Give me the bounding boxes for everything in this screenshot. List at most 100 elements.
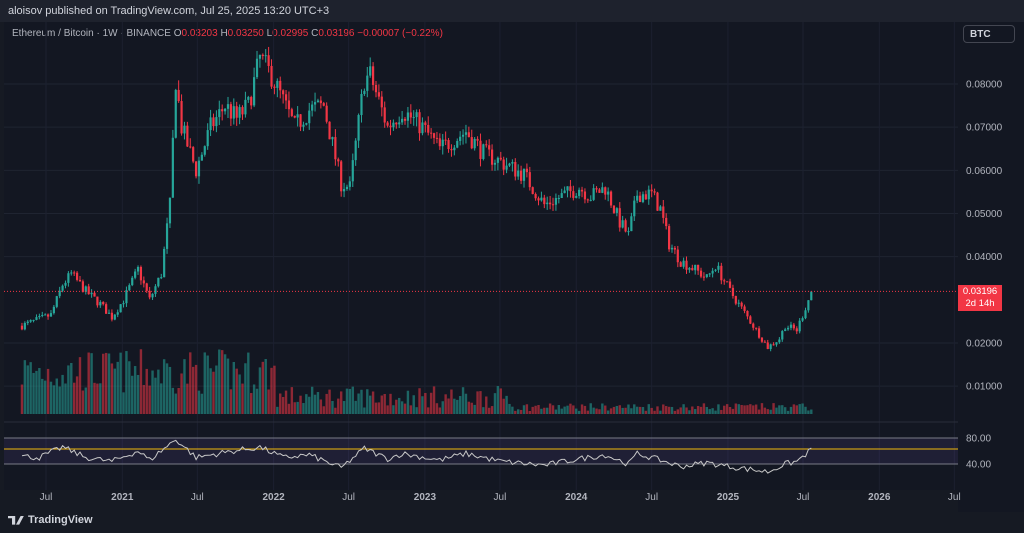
candle-body xyxy=(699,270,703,277)
candle-body xyxy=(749,316,752,324)
candle-body xyxy=(673,247,676,250)
candle-body xyxy=(757,328,761,338)
volume-bar xyxy=(514,410,517,414)
volume-bar xyxy=(641,407,645,414)
volume-bar xyxy=(258,367,262,414)
candle-body xyxy=(766,342,769,349)
candle-body xyxy=(566,186,569,191)
volume-bar xyxy=(548,403,552,414)
volume-bar xyxy=(116,361,119,414)
volume-bar xyxy=(783,407,787,414)
volume-bar xyxy=(664,406,668,414)
volume-bar xyxy=(64,383,67,414)
candle-body xyxy=(154,286,157,294)
candle-body xyxy=(194,161,198,177)
volume-bar xyxy=(606,410,610,414)
volume-bar xyxy=(142,385,146,414)
candle-body xyxy=(276,80,279,88)
candle-body xyxy=(778,339,781,343)
candle-body xyxy=(142,280,145,284)
candle-body xyxy=(441,139,444,147)
candle-body xyxy=(46,314,50,317)
volume-bar xyxy=(157,369,160,414)
candle-body xyxy=(476,138,479,141)
volume-bar xyxy=(583,405,587,414)
volume-bar xyxy=(627,404,630,414)
candle-body xyxy=(488,145,491,150)
volume-bar xyxy=(662,404,665,414)
volume-bar xyxy=(749,404,752,414)
volume-bar xyxy=(337,398,340,414)
volume-bar xyxy=(238,374,241,414)
candle-body xyxy=(354,140,357,161)
candle-body xyxy=(656,192,659,211)
candle-body xyxy=(331,137,334,140)
volume-bar xyxy=(171,387,175,414)
volume-bar xyxy=(136,374,140,414)
candle-body xyxy=(676,249,679,263)
volume-bar xyxy=(496,386,500,414)
volume-bar xyxy=(728,406,732,414)
candle-body xyxy=(525,168,528,173)
candle-body xyxy=(746,310,749,317)
volume-bar xyxy=(400,401,404,414)
volume-bar xyxy=(447,398,450,414)
candle-body xyxy=(73,272,76,274)
volume-bar xyxy=(667,406,671,414)
volume-bar xyxy=(412,395,415,414)
candle-body xyxy=(67,273,70,283)
volume-bar xyxy=(90,353,93,414)
volume-bar xyxy=(691,406,694,414)
candle-body xyxy=(575,195,578,198)
volume-bar xyxy=(424,392,427,414)
volume-bar xyxy=(200,393,204,414)
candle-body xyxy=(415,112,418,118)
volume-bar xyxy=(383,394,386,414)
candle-body xyxy=(810,291,813,301)
candle-body xyxy=(174,89,177,138)
candle-body xyxy=(113,314,116,320)
volume-bar xyxy=(653,410,656,414)
volume-bar xyxy=(644,410,648,414)
price-axis[interactable] xyxy=(958,22,1024,512)
volume-bar xyxy=(389,393,392,414)
volume-bar xyxy=(499,388,502,414)
currency-button[interactable]: BTC xyxy=(963,25,1015,43)
candle-body xyxy=(769,344,772,349)
candle-body xyxy=(798,320,801,332)
volume-bar xyxy=(551,405,555,414)
candle-body xyxy=(432,133,436,138)
candle-body xyxy=(107,312,111,314)
volume-bar xyxy=(415,407,418,414)
candle-body xyxy=(122,303,125,305)
candle-body xyxy=(682,260,685,267)
candle-body xyxy=(253,77,256,106)
volume-bar xyxy=(316,392,320,414)
volume-bar xyxy=(191,366,195,414)
candle-body xyxy=(424,122,427,125)
volume-bar xyxy=(421,396,424,414)
volume-bar xyxy=(601,403,604,414)
volume-bar xyxy=(20,384,24,414)
candle-body xyxy=(662,206,665,218)
candle-body xyxy=(35,317,38,320)
candle-body xyxy=(319,100,322,104)
candle-body xyxy=(714,269,717,271)
volume-bar xyxy=(592,407,595,414)
publish-info: aloisov published on TradingView.com, Ju… xyxy=(8,5,330,17)
candle-body xyxy=(543,197,546,205)
candle-body xyxy=(421,122,424,134)
volume-bar xyxy=(740,404,743,414)
volume-bar xyxy=(84,387,87,414)
candle-body xyxy=(409,112,412,118)
legend-change: −0.00007 (−0.22%) xyxy=(357,28,443,39)
rsi-line xyxy=(21,439,812,474)
candle-body xyxy=(203,146,206,155)
volume-bar xyxy=(589,403,592,414)
volume-bar xyxy=(789,406,793,414)
candle-body xyxy=(450,149,453,151)
candle-body xyxy=(81,281,84,292)
volume-bar xyxy=(772,403,775,414)
volume-bar xyxy=(502,398,505,414)
